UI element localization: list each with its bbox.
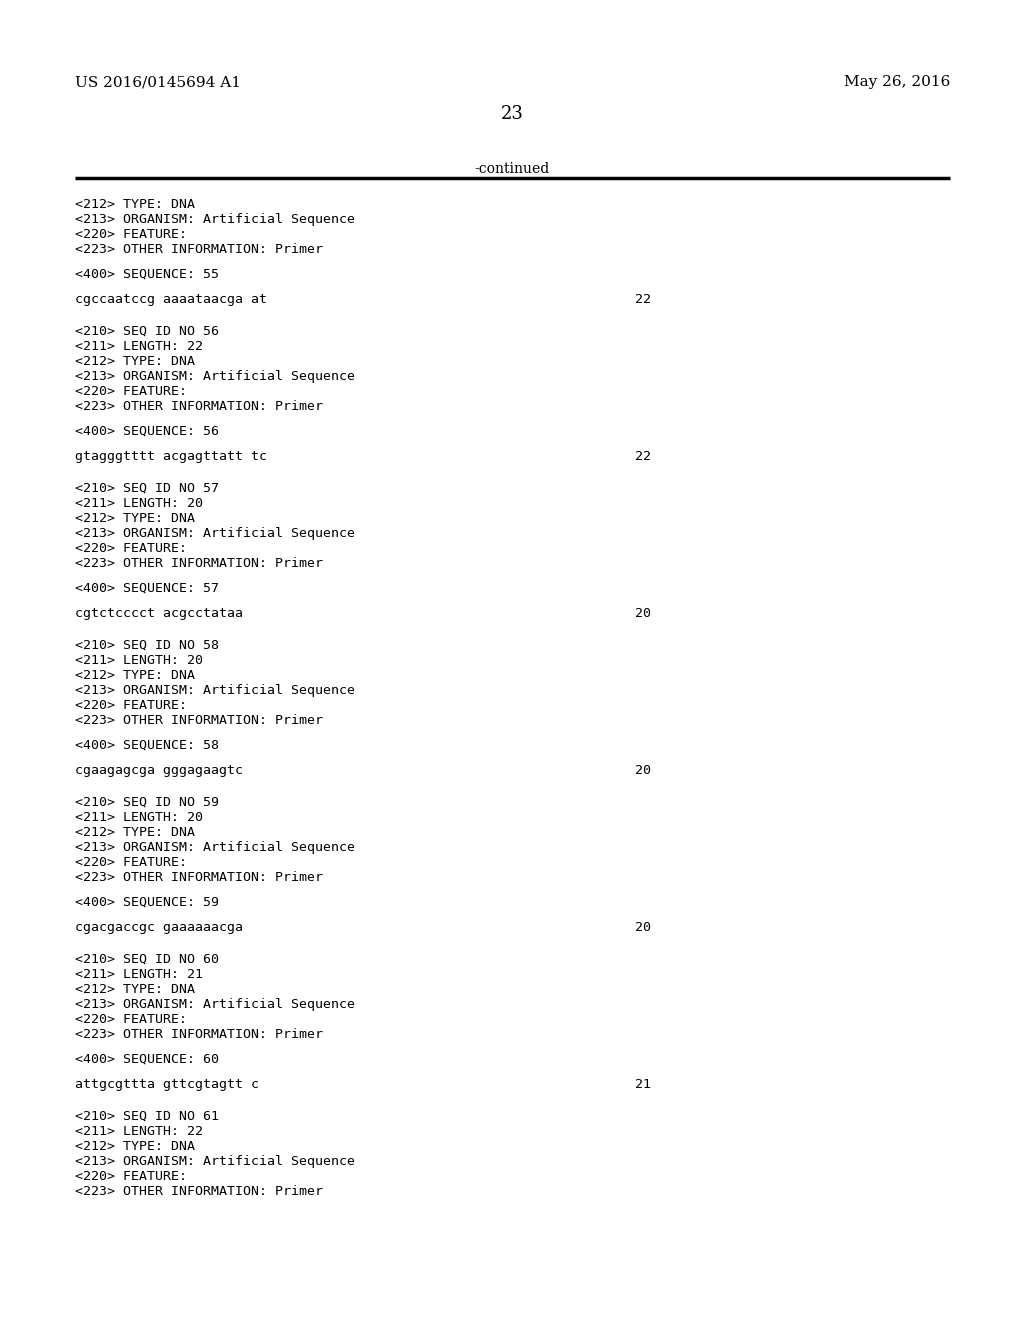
Text: <212> TYPE: DNA: <212> TYPE: DNA <box>75 669 195 682</box>
Text: 20: 20 <box>635 921 651 935</box>
Text: 22: 22 <box>635 450 651 463</box>
Text: <213> ORGANISM: Artificial Sequence: <213> ORGANISM: Artificial Sequence <box>75 841 355 854</box>
Text: cgccaatccg aaaataacga at: cgccaatccg aaaataacga at <box>75 293 267 306</box>
Text: <400> SEQUENCE: 58: <400> SEQUENCE: 58 <box>75 739 219 752</box>
Text: <223> OTHER INFORMATION: Primer: <223> OTHER INFORMATION: Primer <box>75 243 323 256</box>
Text: May 26, 2016: May 26, 2016 <box>844 75 950 88</box>
Text: <220> FEATURE:: <220> FEATURE: <box>75 385 187 399</box>
Text: <223> OTHER INFORMATION: Primer: <223> OTHER INFORMATION: Primer <box>75 400 323 413</box>
Text: <210> SEQ ID NO 57: <210> SEQ ID NO 57 <box>75 482 219 495</box>
Text: <400> SEQUENCE: 55: <400> SEQUENCE: 55 <box>75 268 219 281</box>
Text: 22: 22 <box>635 293 651 306</box>
Text: <400> SEQUENCE: 56: <400> SEQUENCE: 56 <box>75 425 219 438</box>
Text: <212> TYPE: DNA: <212> TYPE: DNA <box>75 1140 195 1152</box>
Text: <220> FEATURE:: <220> FEATURE: <box>75 228 187 242</box>
Text: gtagggtttt acgagttatt tc: gtagggtttt acgagttatt tc <box>75 450 267 463</box>
Text: <212> TYPE: DNA: <212> TYPE: DNA <box>75 512 195 525</box>
Text: <212> TYPE: DNA: <212> TYPE: DNA <box>75 198 195 211</box>
Text: 20: 20 <box>635 607 651 620</box>
Text: <400> SEQUENCE: 59: <400> SEQUENCE: 59 <box>75 896 219 909</box>
Text: <400> SEQUENCE: 60: <400> SEQUENCE: 60 <box>75 1053 219 1067</box>
Text: <400> SEQUENCE: 57: <400> SEQUENCE: 57 <box>75 582 219 595</box>
Text: <212> TYPE: DNA: <212> TYPE: DNA <box>75 983 195 997</box>
Text: <213> ORGANISM: Artificial Sequence: <213> ORGANISM: Artificial Sequence <box>75 370 355 383</box>
Text: -continued: -continued <box>474 162 550 176</box>
Text: <213> ORGANISM: Artificial Sequence: <213> ORGANISM: Artificial Sequence <box>75 213 355 226</box>
Text: <210> SEQ ID NO 58: <210> SEQ ID NO 58 <box>75 639 219 652</box>
Text: <211> LENGTH: 20: <211> LENGTH: 20 <box>75 498 203 510</box>
Text: <220> FEATURE:: <220> FEATURE: <box>75 1170 187 1183</box>
Text: <220> FEATURE:: <220> FEATURE: <box>75 855 187 869</box>
Text: <223> OTHER INFORMATION: Primer: <223> OTHER INFORMATION: Primer <box>75 714 323 727</box>
Text: cgacgaccgc gaaaaaacga: cgacgaccgc gaaaaaacga <box>75 921 243 935</box>
Text: attgcgttta gttcgtagtt c: attgcgttta gttcgtagtt c <box>75 1078 259 1092</box>
Text: <223> OTHER INFORMATION: Primer: <223> OTHER INFORMATION: Primer <box>75 557 323 570</box>
Text: <220> FEATURE:: <220> FEATURE: <box>75 700 187 711</box>
Text: <213> ORGANISM: Artificial Sequence: <213> ORGANISM: Artificial Sequence <box>75 684 355 697</box>
Text: US 2016/0145694 A1: US 2016/0145694 A1 <box>75 75 241 88</box>
Text: <223> OTHER INFORMATION: Primer: <223> OTHER INFORMATION: Primer <box>75 1185 323 1199</box>
Text: <210> SEQ ID NO 59: <210> SEQ ID NO 59 <box>75 796 219 809</box>
Text: <211> LENGTH: 21: <211> LENGTH: 21 <box>75 968 203 981</box>
Text: <220> FEATURE:: <220> FEATURE: <box>75 1012 187 1026</box>
Text: <212> TYPE: DNA: <212> TYPE: DNA <box>75 826 195 840</box>
Text: <213> ORGANISM: Artificial Sequence: <213> ORGANISM: Artificial Sequence <box>75 527 355 540</box>
Text: 21: 21 <box>635 1078 651 1092</box>
Text: <223> OTHER INFORMATION: Primer: <223> OTHER INFORMATION: Primer <box>75 871 323 884</box>
Text: <223> OTHER INFORMATION: Primer: <223> OTHER INFORMATION: Primer <box>75 1028 323 1041</box>
Text: <220> FEATURE:: <220> FEATURE: <box>75 543 187 554</box>
Text: 20: 20 <box>635 764 651 777</box>
Text: cgtctcccct acgcctataa: cgtctcccct acgcctataa <box>75 607 243 620</box>
Text: <213> ORGANISM: Artificial Sequence: <213> ORGANISM: Artificial Sequence <box>75 998 355 1011</box>
Text: <211> LENGTH: 20: <211> LENGTH: 20 <box>75 653 203 667</box>
Text: <211> LENGTH: 22: <211> LENGTH: 22 <box>75 341 203 352</box>
Text: 23: 23 <box>501 106 523 123</box>
Text: <211> LENGTH: 20: <211> LENGTH: 20 <box>75 810 203 824</box>
Text: <210> SEQ ID NO 61: <210> SEQ ID NO 61 <box>75 1110 219 1123</box>
Text: <210> SEQ ID NO 60: <210> SEQ ID NO 60 <box>75 953 219 966</box>
Text: <211> LENGTH: 22: <211> LENGTH: 22 <box>75 1125 203 1138</box>
Text: <213> ORGANISM: Artificial Sequence: <213> ORGANISM: Artificial Sequence <box>75 1155 355 1168</box>
Text: <210> SEQ ID NO 56: <210> SEQ ID NO 56 <box>75 325 219 338</box>
Text: cgaagagcga gggagaagtc: cgaagagcga gggagaagtc <box>75 764 243 777</box>
Text: <212> TYPE: DNA: <212> TYPE: DNA <box>75 355 195 368</box>
